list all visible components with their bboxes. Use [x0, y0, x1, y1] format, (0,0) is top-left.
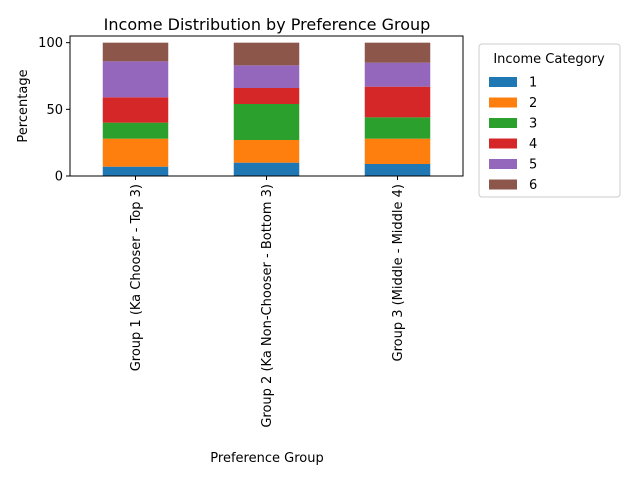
legend-label-cat1: 1: [529, 76, 537, 91]
x-tick-label: Group 2 (Ka Non-Chooser - Bottom 3): [260, 184, 275, 428]
bar-segment-group2-cat3: [233, 104, 300, 140]
x-axis-label: Preference Group: [210, 451, 323, 466]
legend-swatch-cat3: [489, 118, 517, 128]
x-tick-label: Group 3 (Middle - Middle 4): [391, 184, 406, 362]
bar-segment-group2-cat2: [233, 140, 300, 163]
legend-label-cat5: 5: [529, 158, 537, 173]
y-axis-label: Percentage: [16, 69, 31, 142]
bar-segment-group1-cat5: [102, 61, 169, 98]
legend-swatch-cat1: [489, 77, 517, 87]
legend-title: Income Category: [493, 52, 605, 67]
bar-segment-group3-cat5: [364, 62, 431, 87]
legend-items: 1 2 3 4 5 6: [489, 76, 537, 193]
legend: Income Category 1 2 3 4 5 6: [478, 43, 621, 198]
legend-swatch-cat2: [489, 97, 517, 108]
x-axis: Group 1 (Ka Chooser - Top 3) Group 2 (Ka …: [129, 176, 406, 428]
x-tick-label: Group 1 (Ka Chooser - Top 3): [129, 184, 144, 371]
bars-layer: [102, 42, 431, 176]
bar-segment-group3-cat2: [364, 138, 431, 164]
legend-label-cat4: 4: [529, 137, 537, 152]
legend-swatch-cat4: [489, 138, 517, 149]
bar-segment-group1-cat1: [102, 166, 169, 176]
bar-segment-group1-cat6: [102, 42, 169, 62]
bar-segment-group3-cat4: [364, 86, 431, 118]
bar-segment-group2-cat1: [233, 162, 300, 176]
bar-segment-group2-cat5: [233, 65, 300, 88]
y-tick-label: 0: [55, 170, 63, 185]
chart-title: Income Distribution by Preference Group: [104, 15, 431, 34]
bar-segment-group3-cat6: [364, 42, 431, 63]
bar-segment-group1-cat3: [102, 122, 169, 139]
legend-swatch-cat6: [489, 179, 517, 190]
y-tick-label: 50: [46, 103, 63, 118]
bar-segment-group1-cat2: [102, 138, 169, 167]
bar-segment-group2-cat4: [233, 88, 300, 104]
bar-segment-group1-cat4: [102, 97, 169, 123]
legend-label-cat3: 3: [529, 117, 537, 132]
bar-segment-group3-cat1: [364, 164, 431, 176]
bar-segment-group2-cat6: [233, 42, 300, 66]
y-axis: 0 50 100: [38, 36, 70, 185]
y-tick-label: 100: [38, 36, 63, 51]
legend-label-cat6: 6: [529, 178, 537, 193]
bar-segment-group3-cat3: [364, 117, 431, 139]
legend-label-cat2: 2: [529, 96, 537, 111]
legend-swatch-cat5: [489, 159, 517, 169]
